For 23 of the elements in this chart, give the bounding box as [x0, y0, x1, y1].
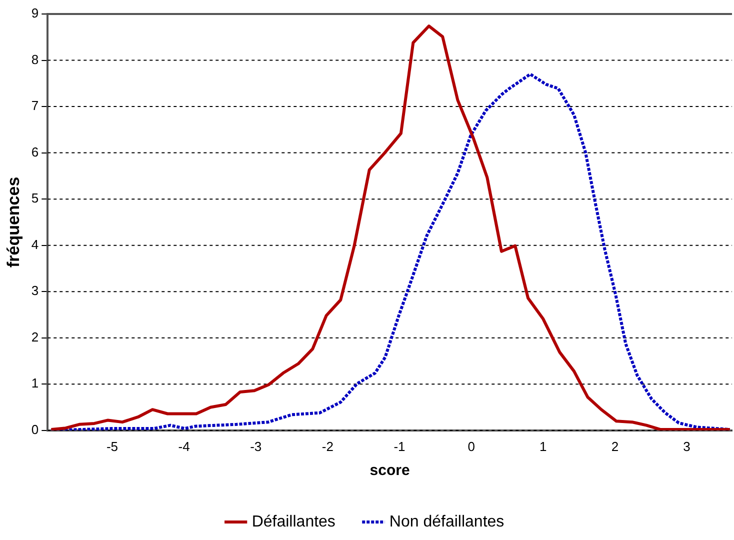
x-tick-label: 1: [540, 438, 547, 454]
x-tick-label: -3: [250, 438, 262, 454]
y-tick-label: 6: [31, 144, 39, 160]
y-tick-label: 8: [31, 52, 39, 67]
y-tick-label: 2: [31, 329, 39, 344]
x-tick-label: -4: [178, 438, 190, 454]
y-tick-label: 9: [31, 6, 39, 21]
y-tick-label: 1: [31, 376, 39, 391]
x-tick-label: 3: [683, 438, 690, 454]
y-tick-label: 7: [31, 98, 39, 114]
x-tick-label: 2: [611, 438, 619, 454]
y-tick-label: 5: [31, 190, 39, 206]
x-tick-label: 0: [468, 438, 475, 454]
y-axis-title: fréquences: [4, 176, 23, 268]
y-tick-label: 4: [31, 236, 39, 252]
y-tick-label: 0: [31, 422, 39, 437]
x-tick-label: -2: [322, 438, 334, 454]
legend-label: Non défaillantes: [389, 513, 504, 530]
x-tick-label: -1: [394, 438, 406, 454]
legend-label: Défaillantes: [252, 513, 336, 530]
x-axis-title: score: [370, 462, 410, 480]
y-tick-label: 3: [31, 283, 39, 298]
x-tick-label: -5: [106, 438, 118, 454]
